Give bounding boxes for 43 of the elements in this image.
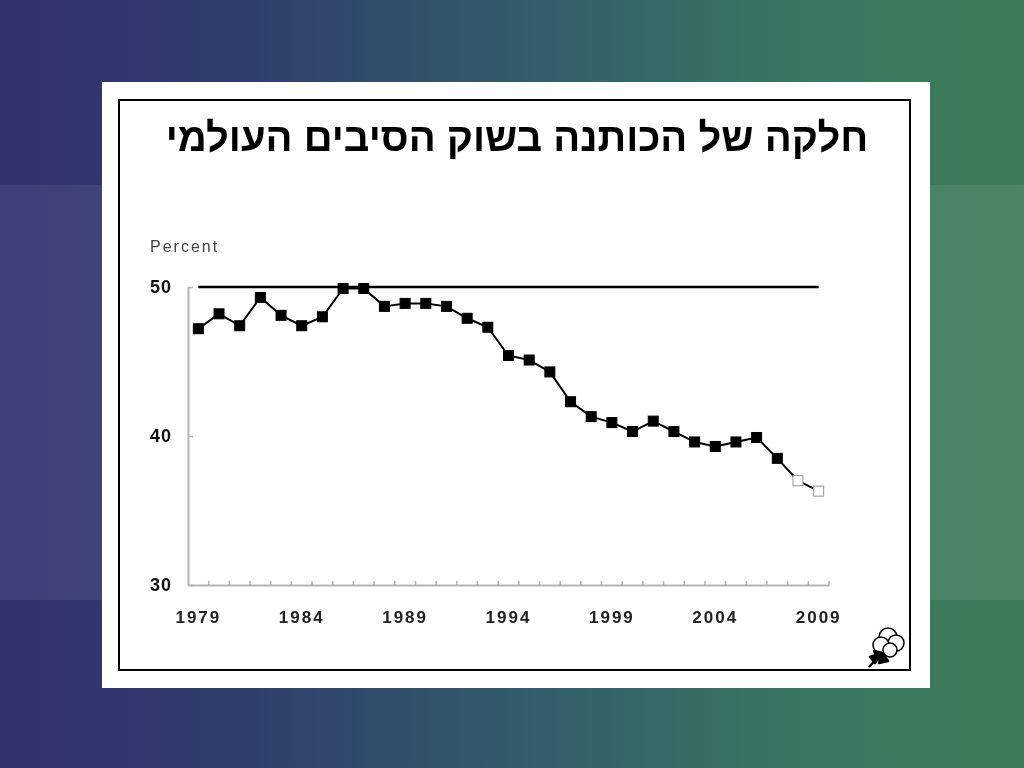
point [689, 436, 701, 448]
point [316, 311, 328, 323]
point [420, 297, 432, 309]
point [792, 475, 804, 487]
y-tick-label: 50 [149, 277, 172, 298]
point [337, 282, 349, 294]
point [565, 396, 577, 408]
x-tick-label: 1989 [382, 608, 429, 628]
y-tick-label: 40 [149, 426, 172, 447]
point [275, 309, 287, 321]
point [730, 436, 742, 448]
point [523, 354, 535, 366]
y-tick-label: 30 [149, 575, 172, 596]
point [399, 297, 411, 309]
point [296, 320, 308, 332]
x-tick-label: 2004 [692, 608, 739, 628]
point [192, 323, 204, 335]
point [234, 320, 246, 332]
point [771, 452, 783, 464]
x-tick-label: 1984 [278, 608, 325, 628]
point [709, 440, 721, 452]
point [503, 350, 514, 362]
point [751, 431, 763, 443]
chart-title: חלקה של הכותנה בשוק הסיבים העולמי [165, 115, 869, 159]
point [358, 282, 370, 294]
point [585, 411, 597, 423]
x-tick-label: 2009 [795, 608, 842, 628]
point [647, 415, 659, 427]
point [378, 300, 390, 312]
x-tick-label: 1994 [485, 608, 532, 628]
x-tick-label: 1999 [588, 608, 635, 628]
point [461, 312, 473, 324]
point [606, 417, 618, 429]
point [627, 426, 639, 438]
y-axis-title: Percent [150, 238, 220, 255]
point [213, 308, 225, 320]
point [254, 291, 266, 303]
point [668, 426, 680, 438]
point [482, 321, 494, 333]
point [544, 366, 556, 378]
x-tick-label: 1979 [175, 608, 222, 628]
point [813, 485, 825, 497]
point [440, 300, 452, 312]
